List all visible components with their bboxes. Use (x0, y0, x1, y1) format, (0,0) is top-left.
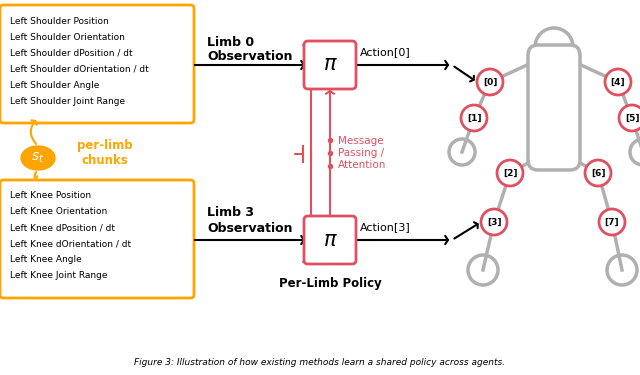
Text: Per-Limb Policy: Per-Limb Policy (278, 276, 381, 290)
Circle shape (477, 69, 503, 95)
FancyBboxPatch shape (528, 45, 580, 170)
Text: Left Shoulder Orientation: Left Shoulder Orientation (10, 33, 125, 42)
Text: [0]: [0] (483, 78, 497, 87)
Circle shape (461, 105, 487, 131)
Text: Left Knee Orientation: Left Knee Orientation (10, 207, 108, 216)
Text: per-limb
chunks: per-limb chunks (77, 138, 133, 168)
Circle shape (605, 69, 631, 95)
Text: Left Shoulder Position: Left Shoulder Position (10, 16, 109, 26)
Circle shape (619, 105, 640, 131)
Text: Observation: Observation (207, 222, 292, 234)
Text: Left Knee Angle: Left Knee Angle (10, 255, 82, 264)
Text: [3]: [3] (487, 217, 501, 226)
Text: [1]: [1] (467, 114, 481, 123)
FancyBboxPatch shape (304, 41, 356, 89)
Text: [6]: [6] (591, 168, 605, 177)
Circle shape (497, 160, 523, 186)
Text: Left Knee Position: Left Knee Position (10, 192, 91, 201)
Text: [5]: [5] (625, 114, 639, 123)
FancyBboxPatch shape (0, 5, 194, 123)
Text: Observation: Observation (207, 51, 292, 63)
Text: $s_t$: $s_t$ (31, 151, 45, 165)
Text: [7]: [7] (605, 217, 620, 226)
Text: Left Shoulder dPosition / dt: Left Shoulder dPosition / dt (10, 48, 132, 57)
Text: Limb 3: Limb 3 (207, 207, 254, 219)
Text: Action[3]: Action[3] (360, 222, 411, 232)
Text: Left Shoulder Angle: Left Shoulder Angle (10, 81, 99, 90)
Circle shape (481, 209, 507, 235)
Circle shape (599, 209, 625, 235)
Text: Left Shoulder Joint Range: Left Shoulder Joint Range (10, 96, 125, 105)
Circle shape (585, 160, 611, 186)
Text: Action[0]: Action[0] (360, 47, 411, 57)
Text: Left Knee dPosition / dt: Left Knee dPosition / dt (10, 224, 115, 232)
Ellipse shape (21, 146, 55, 170)
Text: Left Knee dOrientation / dt: Left Knee dOrientation / dt (10, 240, 131, 249)
FancyBboxPatch shape (304, 216, 356, 264)
Text: Figure 3: Illustration of how existing methods learn a shared policy across agen: Figure 3: Illustration of how existing m… (134, 358, 506, 367)
Text: Left Shoulder dOrientation / dt: Left Shoulder dOrientation / dt (10, 64, 148, 74)
Text: [4]: [4] (611, 78, 625, 87)
Text: Message
Passing /
Attention: Message Passing / Attention (338, 136, 387, 170)
Text: $\pi$: $\pi$ (323, 231, 337, 249)
Text: $\pi$: $\pi$ (323, 56, 337, 75)
Text: Limb 0: Limb 0 (207, 36, 254, 48)
Text: Left Knee Joint Range: Left Knee Joint Range (10, 272, 108, 280)
FancyBboxPatch shape (0, 180, 194, 298)
Text: [2]: [2] (503, 168, 517, 177)
